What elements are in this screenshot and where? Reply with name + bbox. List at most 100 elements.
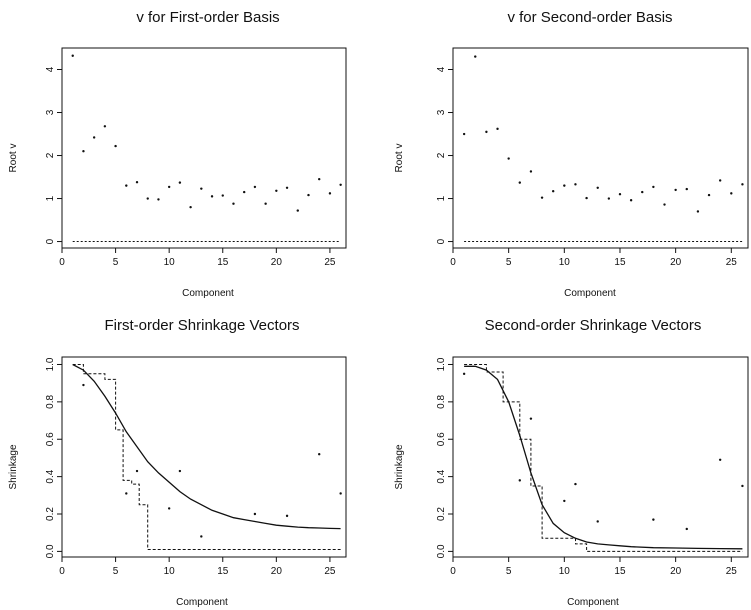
- data-point: [264, 202, 267, 205]
- data-point: [540, 196, 544, 199]
- data-point: [92, 136, 96, 139]
- data-point: [167, 507, 171, 510]
- data-point: [462, 372, 466, 376]
- data-point: [339, 492, 342, 495]
- data-point: [629, 199, 633, 202]
- panel-title: v for Second-order Basis: [507, 9, 672, 26]
- data-point: [518, 181, 521, 184]
- panel-title: Second-order Shrinkage Vectors: [485, 317, 702, 334]
- data-point: [296, 209, 299, 212]
- data-point: [718, 179, 722, 182]
- x-tick-label: 15: [614, 257, 626, 268]
- data-point: [474, 55, 477, 58]
- x-tick-label: 15: [614, 566, 626, 577]
- x-tick-label: 5: [113, 257, 119, 268]
- data-point: [253, 512, 257, 516]
- data-point: [339, 183, 342, 186]
- data-point: [71, 54, 74, 57]
- x-tick-label: 0: [59, 257, 65, 268]
- data-point: [135, 180, 139, 184]
- plot-frame: [452, 47, 749, 249]
- data-point: [652, 185, 655, 189]
- data-point: [596, 186, 599, 189]
- data-point: [596, 520, 599, 523]
- y-tick-label: 2: [45, 152, 56, 158]
- y-axis-label: Root v: [394, 144, 405, 173]
- x-tick-label: 20: [271, 257, 283, 268]
- data-point: [707, 193, 711, 197]
- data-point: [328, 192, 332, 195]
- y-tick-label: 0: [45, 238, 56, 244]
- y-tick-label: 0.6: [45, 432, 56, 446]
- x-axis-label: Component: [176, 597, 228, 608]
- data-point: [125, 184, 128, 187]
- x-tick-label: 10: [559, 566, 571, 577]
- y-tick-label: 1.0: [436, 357, 447, 371]
- x-tick-label: 0: [59, 566, 65, 577]
- x-tick-label: 10: [164, 566, 176, 577]
- data-point: [696, 210, 700, 213]
- data-point: [574, 482, 577, 486]
- x-tick-label: 25: [324, 566, 336, 577]
- data-point: [585, 196, 588, 200]
- panel-second-order-shrinkage: Second-order Shrinkage Vectors Component…: [394, 317, 749, 608]
- dashed-step-curve: [72, 364, 341, 550]
- data-point: [641, 190, 644, 194]
- data-point: [275, 189, 278, 192]
- x-tick-label: 25: [726, 257, 738, 268]
- data-point: [125, 492, 128, 495]
- data-point: [462, 132, 466, 136]
- x-tick-label: 15: [217, 566, 229, 577]
- data-point: [685, 187, 688, 191]
- y-axis-label: Shrinkage: [8, 444, 19, 489]
- x-tick-label: 25: [324, 257, 336, 268]
- data-point: [730, 192, 733, 195]
- data-point: [518, 479, 521, 482]
- y-tick-label: 0.2: [45, 507, 56, 521]
- data-point: [718, 458, 722, 462]
- y-tick-label: 0.0: [436, 544, 447, 558]
- y-tick-label: 4: [45, 66, 56, 72]
- y-tick-label: 0.4: [45, 469, 56, 483]
- y-tick-label: 1: [436, 195, 447, 201]
- y-tick-label: 0: [436, 238, 447, 244]
- x-axis-label: Component: [564, 288, 616, 299]
- data-point: [114, 144, 117, 148]
- x-axis-label: Component: [567, 597, 619, 608]
- data-point: [200, 535, 203, 538]
- data-point: [318, 452, 321, 456]
- plot-frame: [61, 356, 347, 558]
- data-point: [563, 499, 566, 503]
- panel-title: v for First-order Basis: [136, 9, 279, 26]
- x-axis-label: Component: [182, 288, 234, 299]
- y-tick-label: 1.0: [45, 357, 56, 371]
- panel-second-order-basis: v for Second-order Basis Component Root …: [394, 9, 749, 299]
- data-point: [82, 150, 85, 153]
- dashed-step-curve: [464, 364, 743, 552]
- data-point: [167, 185, 171, 189]
- y-tick-label: 0.2: [436, 507, 447, 521]
- y-tick-label: 4: [436, 66, 447, 72]
- data-point: [507, 157, 510, 160]
- data-point: [607, 197, 611, 200]
- data-point: [82, 383, 85, 387]
- y-tick-label: 0.8: [45, 394, 56, 408]
- data-point: [189, 205, 192, 209]
- plot-frame: [61, 47, 347, 249]
- data-point: [529, 170, 533, 173]
- data-point: [574, 183, 577, 186]
- data-point: [200, 187, 203, 190]
- data-point: [285, 186, 289, 189]
- data-point: [551, 190, 555, 193]
- data-point: [210, 195, 214, 198]
- y-tick-label: 0.8: [436, 394, 447, 408]
- data-point: [285, 514, 289, 518]
- x-tick-label: 10: [559, 257, 571, 268]
- data-point: [652, 518, 655, 521]
- data-point: [135, 469, 139, 473]
- x-tick-label: 20: [670, 566, 682, 577]
- data-point: [663, 203, 666, 206]
- data-point: [307, 193, 310, 197]
- panel-first-order-shrinkage: First-order Shrinkage Vectors Component …: [8, 317, 347, 608]
